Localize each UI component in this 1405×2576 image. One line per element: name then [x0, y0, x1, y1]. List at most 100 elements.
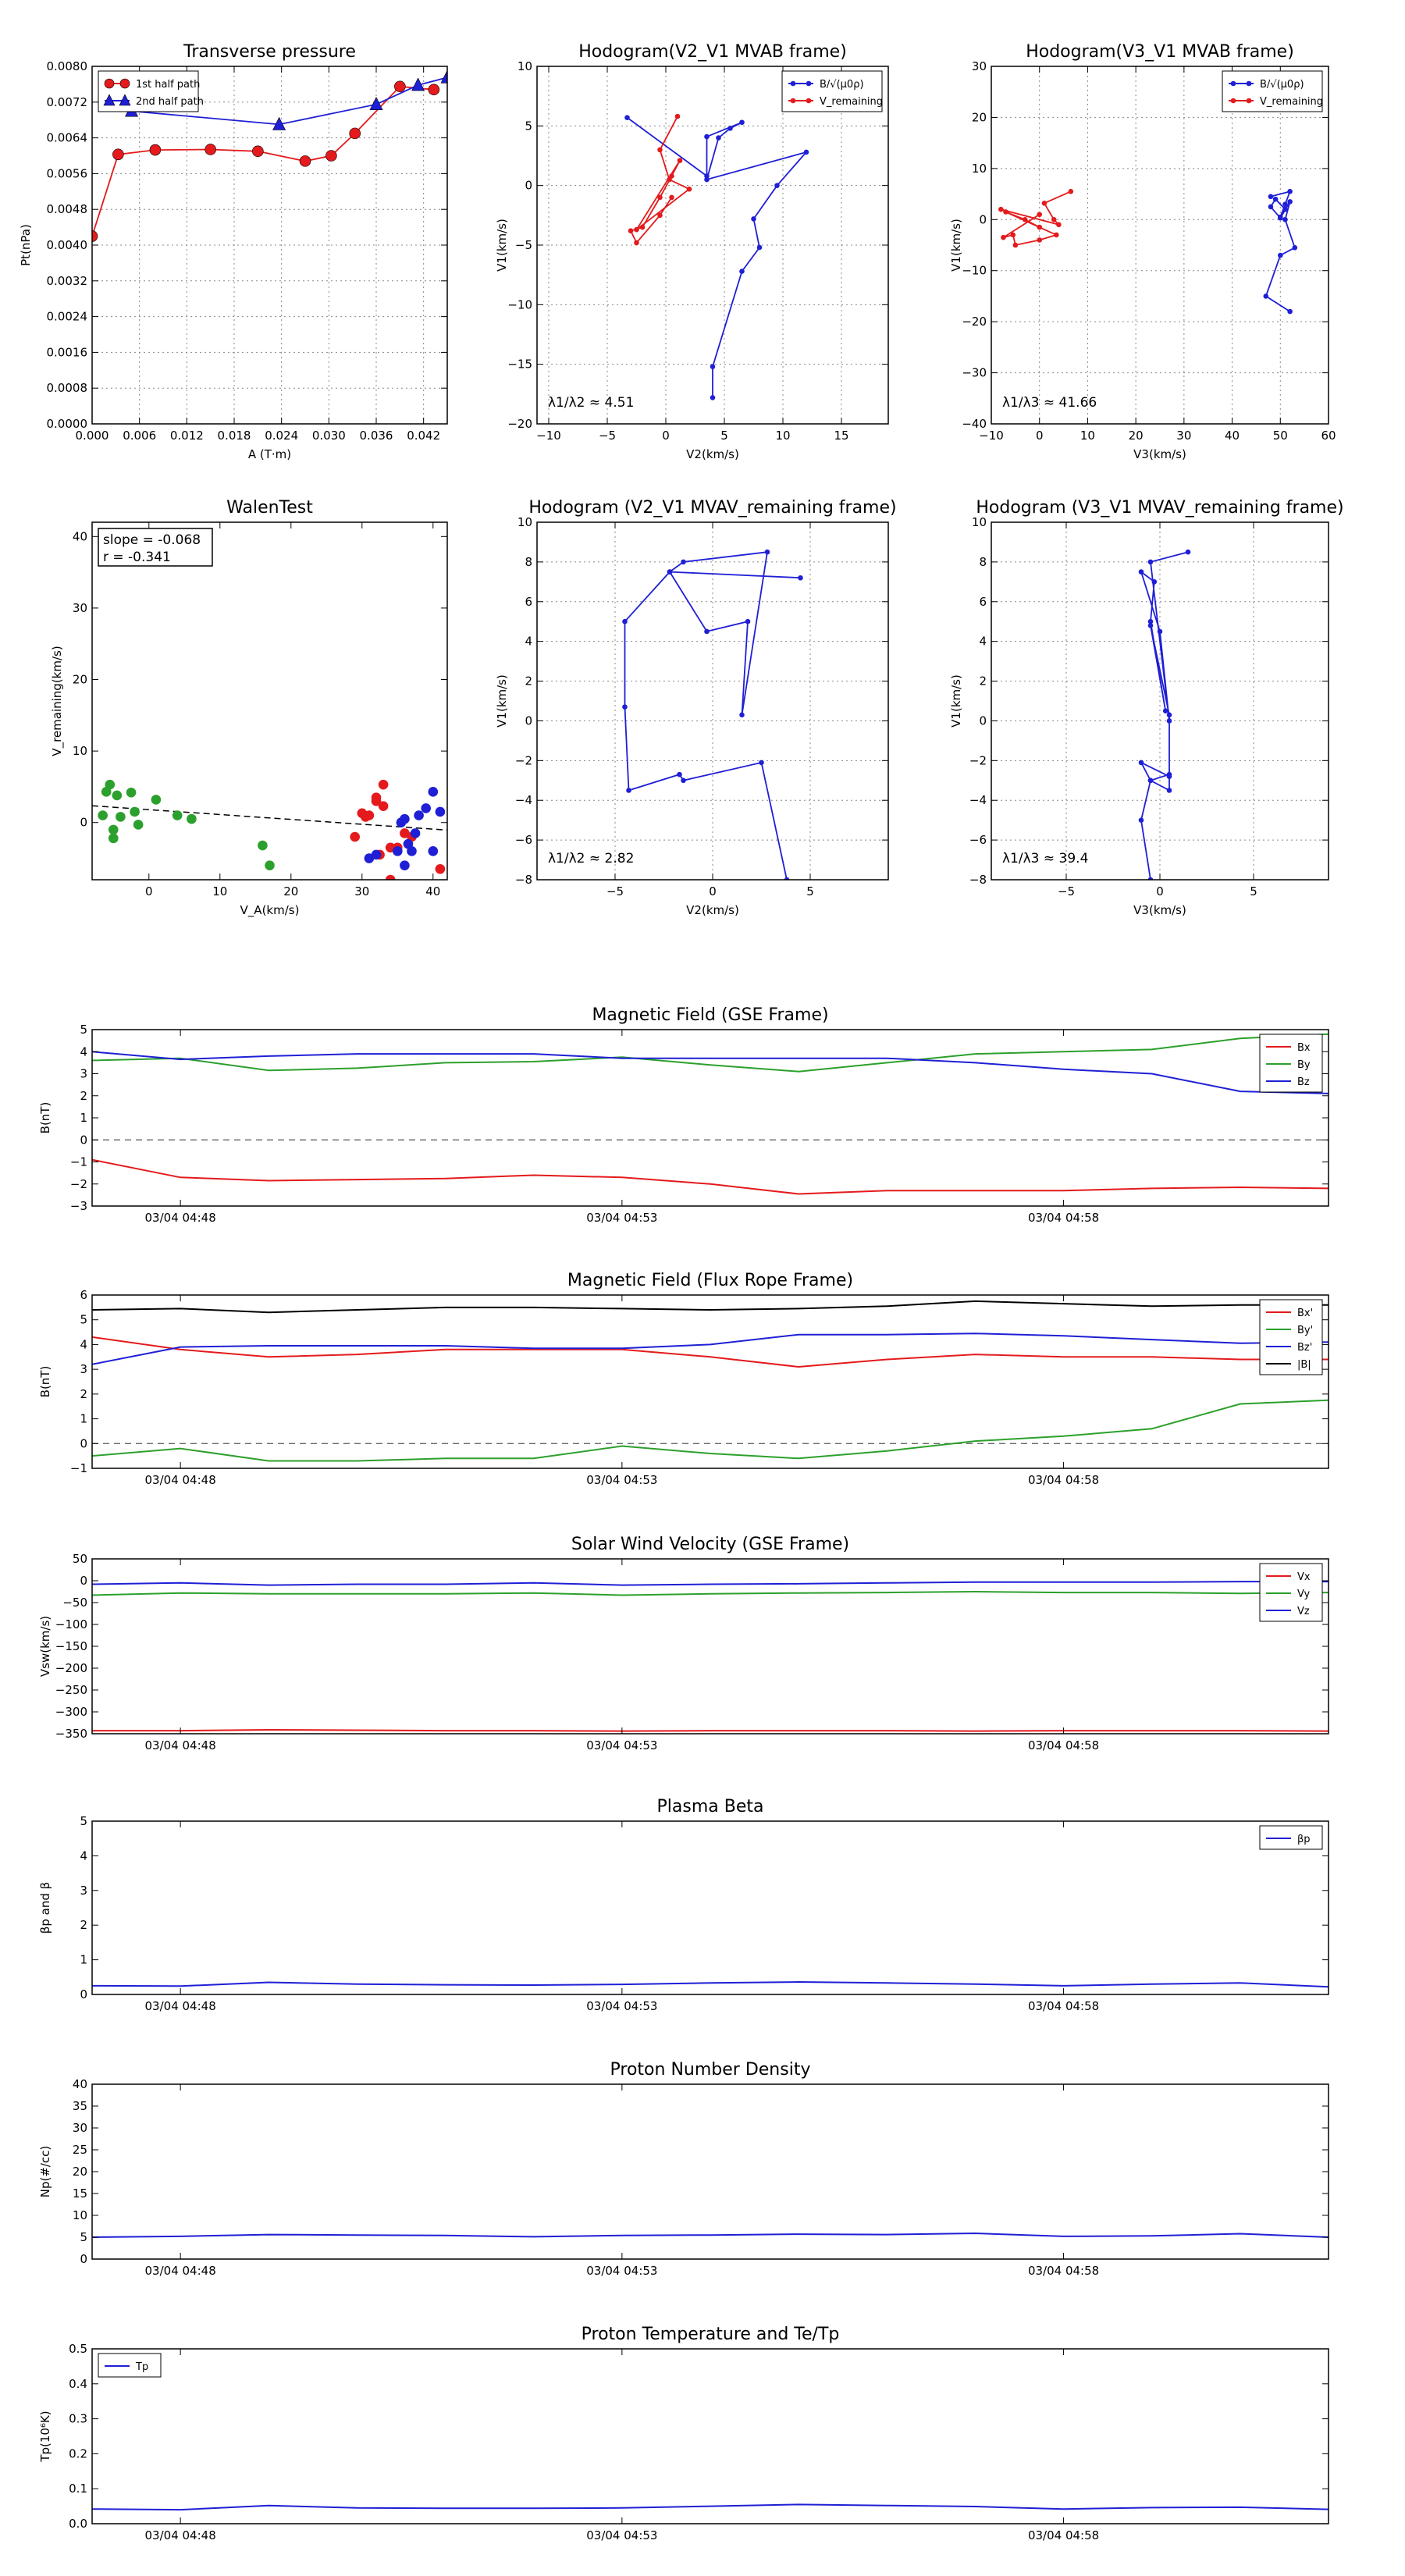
data-point [1022, 216, 1028, 222]
y-tick-label: 50 [73, 1552, 87, 1566]
x-tick-label: 20 [1129, 429, 1144, 443]
fit-line [92, 805, 447, 831]
data-point [626, 788, 631, 793]
legend-marker [790, 98, 796, 104]
y-tick-label: −2 [969, 753, 987, 767]
legend-label: By' [1297, 1325, 1313, 1336]
y-axis-label: Np(#/cc) [38, 2146, 52, 2198]
data-point [622, 704, 628, 710]
y-tick-label: 0.0 [69, 2517, 87, 2531]
chart-title: Proton Number Density [610, 2060, 811, 2080]
data-point [739, 712, 745, 718]
legend: Bx' By' Bz' |B| [1259, 1299, 1323, 1375]
data-point [151, 795, 162, 805]
series-line-1 [92, 1158, 1329, 1195]
y-tick-label: −20 [962, 315, 987, 329]
data-point [435, 806, 446, 817]
data-point [686, 186, 692, 192]
x-tick-label: 0.012 [170, 429, 204, 443]
data-point [371, 849, 382, 860]
legend-box [1222, 70, 1323, 112]
data-point [1054, 232, 1059, 238]
data-point [112, 790, 123, 801]
plot-data [92, 1980, 1329, 1988]
x-tick-label: 03/04 04:53 [586, 1211, 657, 1225]
data-point [1166, 774, 1172, 779]
y-tick-label: 1 [80, 1412, 87, 1426]
data-point [1263, 294, 1269, 299]
y-tick-label: 40 [73, 529, 87, 543]
data-point [394, 80, 406, 93]
y-tick-label: 2 [525, 674, 532, 688]
x-axis-label: V3(km/s) [1133, 447, 1186, 461]
data-point [1287, 308, 1293, 315]
x-tick-label: 10 [212, 884, 227, 898]
y-tick-label: −300 [55, 1705, 87, 1719]
y-tick-label: 0 [80, 1574, 87, 1588]
y-tick-label: 0 [525, 179, 532, 193]
data-point [1185, 549, 1191, 555]
data-point [1001, 234, 1006, 240]
data-point [764, 549, 770, 555]
x-tick-label: 0 [145, 884, 153, 898]
data-point [392, 846, 403, 856]
chart-title: Solar Wind Velocity (GSE Frame) [571, 1535, 849, 1554]
x-tick-label: 03/04 04:58 [1028, 1473, 1099, 1487]
chart-title: WalenTest [226, 498, 313, 518]
legend-label: Bz [1297, 1076, 1310, 1088]
x-tick-label: 0 [1156, 884, 1164, 898]
data-point [428, 84, 440, 96]
data-point [681, 777, 686, 784]
chart-7: Magnetic Field (GSE Frame) 03/04 04:48 03/… [38, 1005, 1329, 1225]
data-point [657, 194, 663, 201]
data-point [622, 618, 628, 624]
data-point [704, 176, 710, 183]
y-tick-label: 5 [525, 119, 532, 133]
x-tick-label: 60 [1321, 429, 1336, 443]
series-line-1 [626, 116, 809, 398]
data-point [1166, 712, 1172, 718]
data-point [252, 145, 264, 158]
chart-title: Magnetic Field (GSE Frame) [592, 1005, 828, 1025]
data-point [1068, 189, 1074, 194]
data-point [1166, 718, 1172, 724]
data-point [435, 863, 446, 874]
x-tick-label: 03/04 04:53 [586, 1999, 657, 2013]
legend-marker [1230, 98, 1236, 104]
chart-title: Proton Temperature and Te/Tp [582, 2325, 840, 2344]
y-tick-label: 35 [73, 2099, 87, 2113]
plot-data [92, 1300, 1329, 1462]
y-tick-label: −8 [969, 873, 987, 887]
x-tick-label: 03/04 04:48 [145, 2264, 216, 2278]
y-tick-label: 5 [80, 1814, 87, 1828]
legend: βp [1259, 1825, 1323, 1850]
x-tick-label: 40 [425, 884, 440, 898]
series-line-3 [92, 1051, 1329, 1094]
data-point [1056, 222, 1062, 228]
x-tick-label: 03/04 04:58 [1028, 1738, 1099, 1752]
y-tick-label: 0.0040 [47, 238, 88, 252]
x-axis-label: V2(km/s) [686, 447, 739, 461]
y-tick-label: 0.0016 [47, 345, 88, 359]
y-tick-label: 0.3 [69, 2412, 87, 2426]
x-axis-label: A (T·m) [248, 447, 291, 461]
x-tick-label: 03/04 04:58 [1028, 2264, 1099, 2278]
data-point [1138, 817, 1144, 823]
x-tick-label: −5 [1058, 884, 1075, 898]
series-line-1 [1264, 190, 1296, 312]
data-point [371, 792, 382, 802]
plot-frame [91, 2348, 1329, 2524]
data-point [258, 840, 268, 851]
y-tick-label: 8 [525, 555, 532, 569]
data-point [798, 575, 803, 581]
y-tick-label: 3 [80, 1884, 87, 1898]
y-tick-label: −200 [55, 1661, 87, 1675]
chart-title: Plasma Beta [657, 1797, 764, 1816]
data-point [669, 194, 674, 201]
legend-label: |B| [1297, 1359, 1311, 1371]
legend: B/√(μ0ρ) V_remaining [1222, 70, 1323, 112]
x-tick-label: 50 [1273, 429, 1288, 443]
data-point [421, 803, 432, 813]
data-point [1268, 204, 1274, 210]
y-tick-label: 1 [80, 1111, 87, 1125]
